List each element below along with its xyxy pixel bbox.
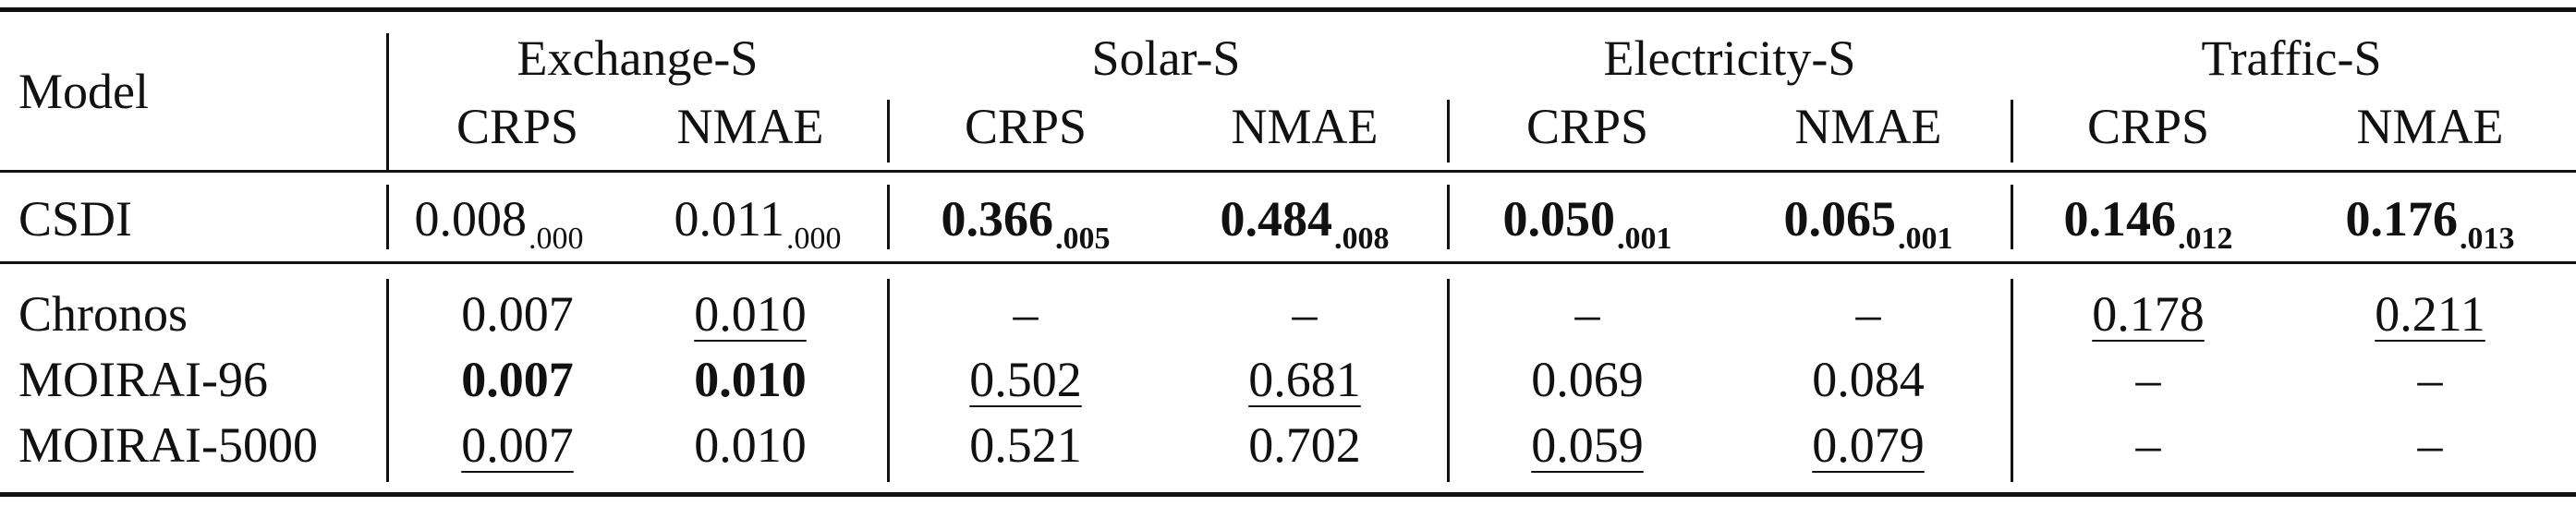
table-cell: 0.010 bbox=[694, 417, 807, 473]
model-name-moirai-96: MOIRAI-96 bbox=[18, 352, 268, 407]
table-cell: – bbox=[2135, 352, 2161, 407]
table-cell: – bbox=[2417, 352, 2443, 407]
csdi-cell: 0.146.012 bbox=[2063, 191, 2233, 255]
table-cell: – bbox=[1013, 286, 1039, 342]
csdi-rule bbox=[0, 261, 2576, 264]
table-cell: 0.069 bbox=[1531, 352, 1644, 407]
cell-value: 0.050 bbox=[1502, 191, 1616, 247]
table-cell: 0.502 bbox=[969, 352, 1082, 407]
model-header: Model bbox=[18, 64, 149, 119]
column-separator bbox=[887, 279, 890, 482]
cell-value: 0.484 bbox=[1220, 191, 1333, 247]
cell-value: 0.176 bbox=[2345, 191, 2459, 247]
cell-std-subscript: .001 bbox=[1898, 222, 1953, 256]
table-cell: – bbox=[1292, 286, 1318, 342]
column-separator bbox=[2011, 100, 2013, 163]
column-separator bbox=[1447, 100, 1450, 163]
group-header-exchange: Exchange-S bbox=[516, 30, 759, 86]
cell-value: 0.146 bbox=[2063, 191, 2177, 247]
table-cell: – bbox=[2135, 417, 2161, 473]
cell-std-subscript: .005 bbox=[1055, 222, 1111, 256]
group-header-electricity: Electricity-S bbox=[1603, 30, 1856, 86]
csdi-cell: 0.050.001 bbox=[1502, 191, 1672, 255]
table-cell: 0.010 bbox=[694, 286, 807, 342]
group-header-traffic: Traffic-S bbox=[2201, 30, 2382, 86]
column-separator bbox=[2011, 185, 2013, 249]
metric-header: CRPS bbox=[2086, 99, 2210, 154]
table-cell: 0.211 bbox=[2375, 286, 2485, 342]
cell-value: 0.065 bbox=[1783, 191, 1897, 247]
column-separator bbox=[1447, 185, 1450, 249]
table-cell: 0.007 bbox=[461, 352, 574, 407]
cell-std-subscript: .008 bbox=[1334, 222, 1390, 256]
model-name-moirai-5000: MOIRAI-5000 bbox=[18, 417, 318, 473]
table-cell: – bbox=[1574, 286, 1600, 342]
metric-header: CRPS bbox=[456, 99, 579, 154]
csdi-cell: 0.484.008 bbox=[1220, 191, 1390, 255]
cell-std-subscript: .012 bbox=[2178, 222, 2233, 256]
model-name-csdi: CSDI bbox=[18, 191, 133, 247]
table-cell: 0.521 bbox=[969, 417, 1082, 473]
bottom-rule bbox=[0, 492, 2576, 497]
csdi-cell: 0.011.000 bbox=[674, 191, 842, 255]
top-rule bbox=[0, 7, 2576, 12]
column-separator bbox=[2011, 279, 2013, 482]
table-cell: – bbox=[2417, 417, 2443, 473]
header-rule bbox=[0, 170, 2576, 173]
cell-std-subscript: .000 bbox=[529, 222, 584, 256]
metric-header: CRPS bbox=[964, 99, 1088, 154]
cell-std-subscript: .013 bbox=[2460, 222, 2515, 256]
table-cell: 0.007 bbox=[461, 417, 574, 473]
csdi-cell: 0.176.013 bbox=[2345, 191, 2515, 255]
table-cell: – bbox=[1855, 286, 1881, 342]
model-name-chronos: Chronos bbox=[18, 286, 188, 342]
table-cell: 0.007 bbox=[461, 286, 574, 342]
table-cell: 0.059 bbox=[1531, 417, 1644, 473]
metric-header: NMAE bbox=[1231, 99, 1379, 154]
column-separator bbox=[1447, 279, 1450, 482]
table-cell: 0.010 bbox=[694, 352, 807, 407]
cell-value: 0.008 bbox=[414, 191, 528, 247]
table-cell: 0.702 bbox=[1248, 417, 1361, 473]
table-cell: 0.079 bbox=[1812, 417, 1925, 473]
metric-header: NMAE bbox=[676, 99, 824, 154]
column-separator bbox=[386, 185, 389, 249]
column-separator bbox=[386, 279, 389, 482]
metric-header: CRPS bbox=[1525, 99, 1649, 154]
column-separator bbox=[887, 100, 890, 163]
cell-value: 0.011 bbox=[674, 191, 785, 247]
table-cell: 0.084 bbox=[1812, 352, 1925, 407]
group-header-solar: Solar-S bbox=[1091, 30, 1241, 86]
column-separator bbox=[887, 185, 890, 249]
column-separator bbox=[386, 33, 389, 170]
table-cell: 0.178 bbox=[2092, 286, 2205, 342]
cell-value: 0.366 bbox=[941, 191, 1054, 247]
table-cell: 0.681 bbox=[1248, 352, 1361, 407]
cell-std-subscript: .000 bbox=[786, 222, 842, 256]
cell-std-subscript: .001 bbox=[1617, 222, 1672, 256]
metric-header: NMAE bbox=[2356, 99, 2504, 154]
csdi-cell: 0.008.000 bbox=[414, 191, 584, 255]
metric-header: NMAE bbox=[1794, 99, 1942, 154]
csdi-cell: 0.366.005 bbox=[941, 191, 1111, 255]
csdi-cell: 0.065.001 bbox=[1783, 191, 1953, 255]
